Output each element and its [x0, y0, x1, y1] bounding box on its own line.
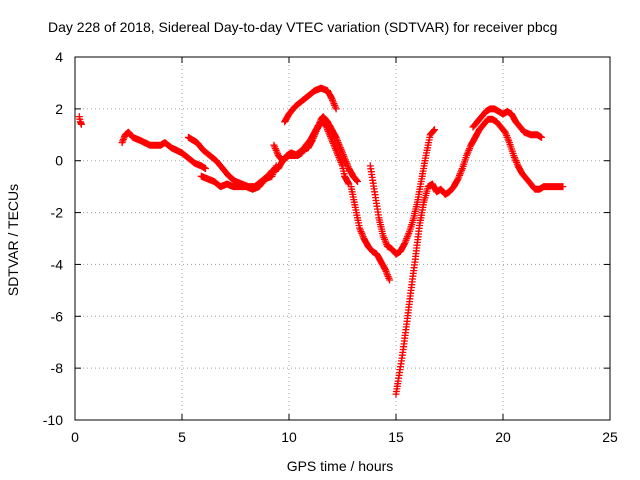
y-tick-label: -6 — [51, 308, 64, 324]
series-pbcg-b — [118, 128, 209, 172]
x-tick-label: 15 — [388, 429, 404, 445]
plot-frame — [74, 56, 611, 421]
series-pbcg-a — [75, 113, 85, 128]
data-point-markers — [118, 128, 209, 172]
y-tick-label: -8 — [51, 360, 64, 376]
x-tick-label: 20 — [495, 429, 511, 445]
data-point-markers — [469, 105, 545, 141]
y-axis-label: SDTVAR / TECUs — [5, 184, 21, 296]
y-tick-label: 0 — [55, 153, 63, 169]
series-pbcg-d — [197, 162, 280, 193]
series-pbcg-g — [347, 183, 394, 284]
series-pbcg-h — [366, 126, 438, 258]
data-point-markers — [392, 115, 567, 398]
grid-layer — [75, 57, 610, 420]
data-point-markers — [347, 183, 394, 284]
x-tick-label: 0 — [71, 429, 79, 445]
data-points — [75, 84, 567, 398]
data-point-markers — [75, 113, 85, 128]
y-tick-label: -4 — [51, 256, 64, 272]
x-tick-label: 25 — [602, 429, 618, 445]
series-pbcg-i — [392, 115, 567, 398]
series-pbcg-e — [270, 118, 353, 188]
y-tick-label: 4 — [55, 49, 63, 65]
y-tick-label: -2 — [51, 205, 64, 221]
x-axis-label: GPS time / hours — [287, 458, 394, 474]
data-point-markers — [270, 118, 353, 188]
ticks-layer: 0 5 10 15 20 25 -10 -8 -6 -4 -2 0 2 4 — [43, 49, 618, 445]
data-point-markers — [366, 126, 438, 258]
x-tick-label: 5 — [178, 429, 186, 445]
y-tick-label: 2 — [55, 101, 63, 117]
chart-title: Day 228 of 2018, Sidereal Day-to-day VTE… — [48, 19, 557, 35]
data-point-markers — [281, 84, 340, 126]
series-pbcg-j — [469, 105, 545, 141]
series-pbcg-f — [281, 84, 340, 126]
x-tick-label: 10 — [281, 429, 297, 445]
y-tick-label: -10 — [43, 412, 63, 428]
data-point-markers — [197, 162, 280, 193]
